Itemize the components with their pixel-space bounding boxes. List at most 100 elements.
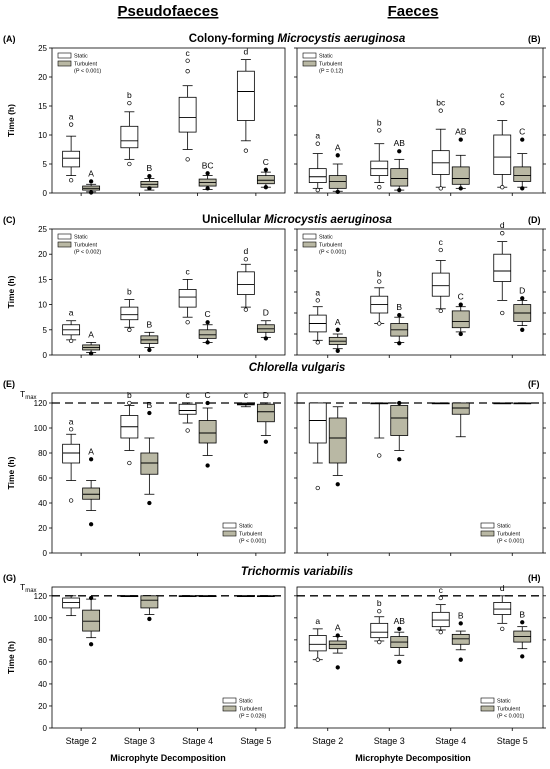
outlier: [397, 187, 402, 193]
outlier: [335, 153, 340, 158]
p-value-label: (P < 0.001): [239, 539, 266, 545]
p-value-label: (P < 0.001): [497, 714, 524, 720]
outlier: [88, 190, 94, 195]
significance-letter: d: [500, 220, 505, 230]
y-tick-label: 80: [38, 636, 47, 645]
plot-frame: [51, 392, 286, 554]
box-iqr: [82, 487, 101, 500]
box: B: [513, 609, 532, 659]
outlier: [438, 247, 443, 253]
box: a: [308, 287, 327, 345]
box: c: [178, 48, 197, 162]
legend-swatch-static: [57, 233, 72, 240]
significance-letter: a: [315, 287, 320, 297]
outlier: [315, 485, 320, 491]
box-iqr: [451, 310, 470, 329]
legend: Static Turbulent(P < 0.001): [302, 233, 346, 256]
box: a: [62, 308, 81, 344]
p-value-label: (P < 0.001): [74, 69, 101, 75]
legend-label-turbulent: Turbulent: [74, 243, 98, 249]
y-tick-label: 25: [38, 225, 47, 234]
box-iqr: [431, 272, 450, 297]
y-tick-label: 20: [38, 524, 47, 533]
outlier: [335, 348, 340, 353]
significance-letter: c: [439, 237, 444, 247]
outlier: [500, 231, 505, 236]
outlier: [458, 302, 463, 307]
y-tick-label: 0: [43, 351, 48, 360]
legend: Static Turbulent(P < 0.002): [57, 233, 101, 256]
outlier: [185, 157, 190, 162]
legend-swatch-turbulent: [480, 705, 495, 712]
box: a: [308, 131, 327, 193]
box: a: [308, 616, 327, 662]
p-value-label: (P = 0.026): [239, 714, 266, 720]
box: c: [431, 585, 450, 635]
box: [82, 595, 101, 647]
box-iqr: [256, 175, 275, 185]
outlier: [500, 626, 505, 632]
legend-swatch-turbulent: [222, 530, 237, 537]
x-tick-label: Stage 2: [66, 736, 97, 746]
outlier: [243, 148, 249, 153]
outlier: [88, 351, 94, 356]
box-iqr: [256, 403, 275, 423]
y-tick-label: 5: [43, 160, 48, 169]
box: A: [328, 142, 347, 194]
significance-letter: a: [69, 416, 74, 426]
box: d: [493, 583, 512, 632]
box: AB: [390, 616, 409, 665]
outlier: [438, 308, 443, 314]
panel-c: (C) 0 5 10 15 20 25 Time (h) a Ab Bc Cd D Static Turbu…: [3, 215, 286, 360]
outlier: [520, 327, 525, 332]
significance-letter: b: [127, 287, 132, 297]
box-iqr: [198, 420, 217, 444]
significance-letter: A: [335, 142, 341, 152]
significance-letter: D: [519, 285, 525, 295]
y-tick-label: 15: [38, 102, 47, 111]
significance-letter: c: [244, 390, 249, 400]
box-iqr: [451, 166, 470, 185]
significance-letter: D: [263, 390, 269, 400]
row-title: Trichormis variabilis: [241, 566, 353, 578]
box: B: [140, 163, 159, 191]
panel-label: (D): [528, 215, 541, 225]
significance-letter: c: [186, 48, 191, 58]
box: [390, 400, 409, 462]
legend-swatch-static: [480, 522, 495, 529]
significance-letter: a: [315, 616, 320, 626]
box-iqr: [140, 452, 159, 475]
legend-swatch-turbulent: [480, 530, 495, 537]
x-axis-label-left: Microphyte Decomposition: [110, 753, 226, 763]
panel-b: (B) a Ab AB bc AB c C Static Turbulent(P = 0.12): [294, 34, 546, 196]
panel-label: (H): [528, 573, 541, 583]
row-title: Chlorella vulgaris: [249, 362, 346, 374]
y-axis-label: Time (h): [6, 104, 16, 137]
significance-letter: D: [263, 308, 269, 318]
y-tick-label: 120: [34, 399, 48, 408]
legend: Static Turbulent(P < 0.001): [480, 697, 524, 720]
outlier: [68, 498, 74, 503]
box: C: [513, 127, 532, 191]
outlier: [243, 307, 249, 312]
box: c: [178, 266, 197, 325]
box: A: [328, 317, 347, 353]
significance-letter: c: [186, 266, 191, 276]
plot-frame: [296, 586, 544, 729]
box: c: [431, 237, 450, 314]
legend-label-static: Static: [74, 235, 88, 241]
legend-label-turbulent: Turbulent: [239, 707, 263, 713]
legend-swatch-turbulent: [222, 705, 237, 712]
panel-label: (G): [3, 573, 16, 583]
box: D: [256, 308, 275, 341]
outlier: [127, 100, 132, 106]
outlier: [438, 630, 443, 635]
legend-label-turbulent: Turbulent: [74, 62, 98, 68]
plot-frame: [51, 228, 286, 356]
outlier: [147, 500, 152, 506]
legend-swatch-turbulent: [57, 241, 72, 248]
outlier: [458, 186, 463, 191]
outlier: [500, 310, 505, 316]
outlier: [315, 657, 320, 662]
